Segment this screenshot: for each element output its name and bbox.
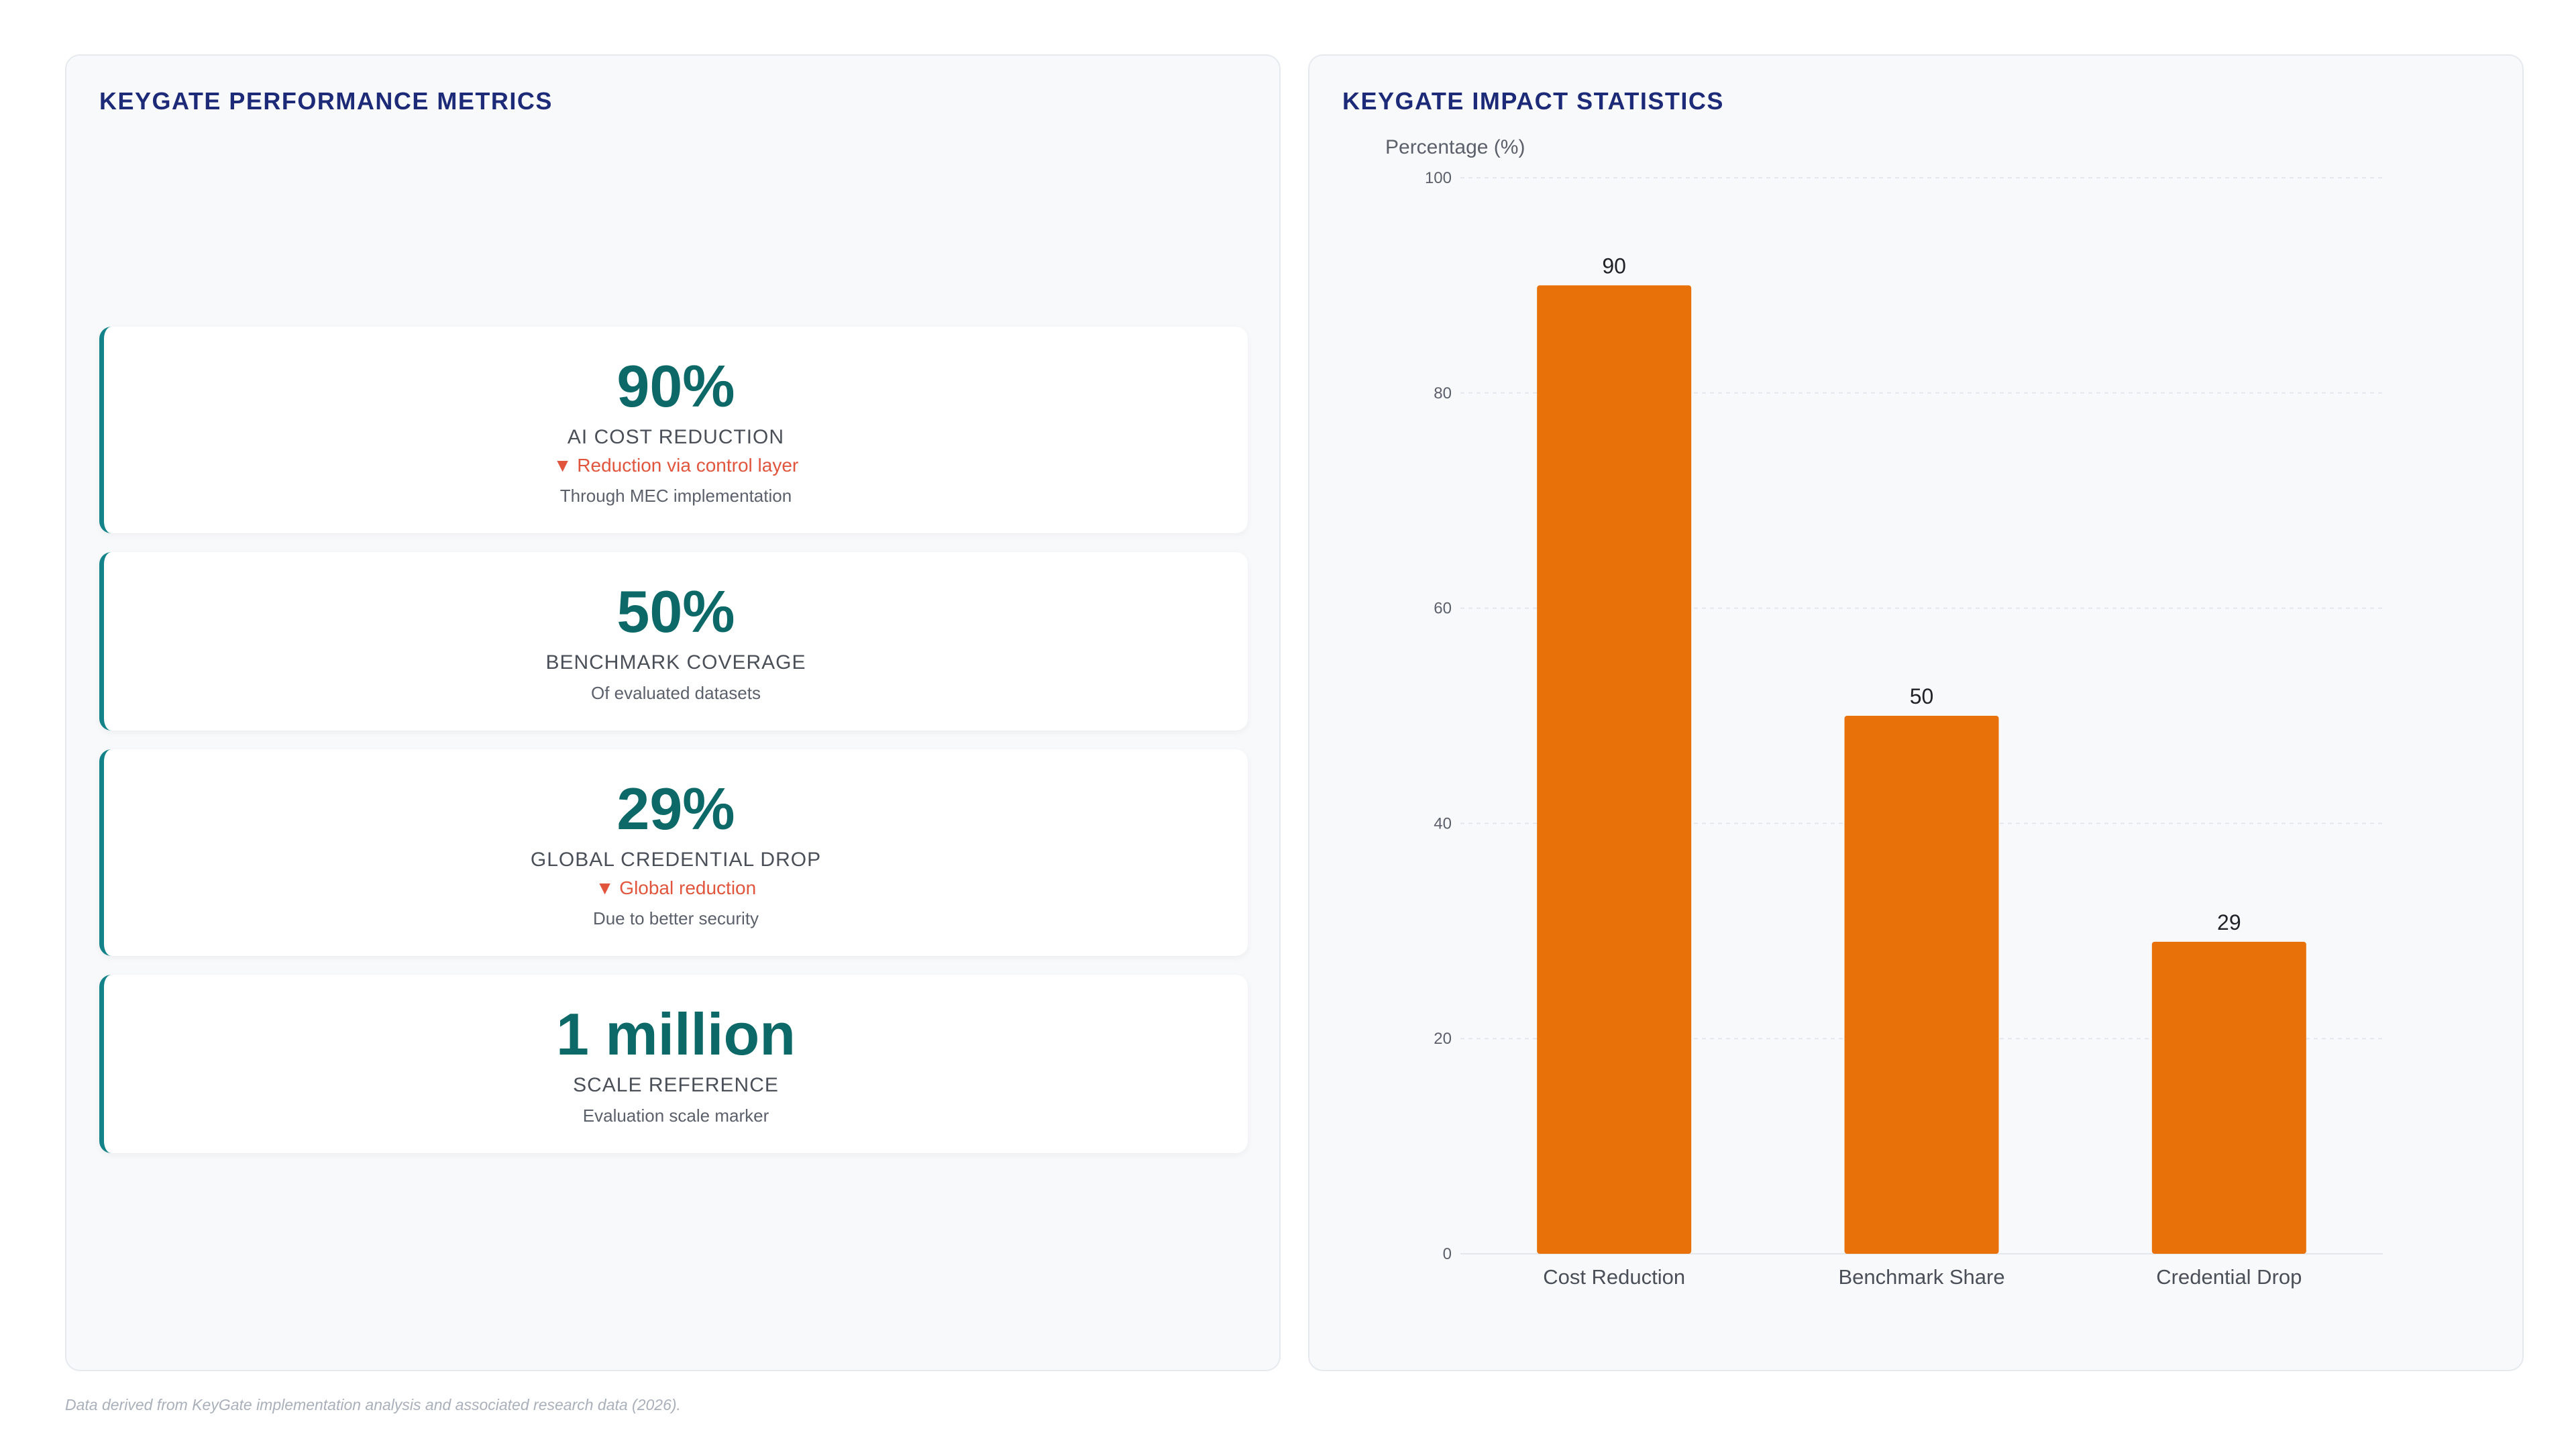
bar bbox=[1537, 285, 1692, 1254]
metrics-panel-title: KEYGATE PERFORMANCE METRICS bbox=[99, 87, 553, 115]
metric-card-cost-reduction: 90% AI COST REDUCTION ▼ Reduction via co… bbox=[99, 327, 1248, 533]
bar bbox=[2151, 941, 2306, 1254]
chart-panel: KEYGATE IMPACT STATISTICS Percentage (%)… bbox=[1308, 54, 2524, 1371]
metric-value: 1 million bbox=[556, 1001, 796, 1067]
metric-subtext: Of evaluated datasets bbox=[591, 683, 761, 703]
metric-card-benchmark-coverage: 50% BENCHMARK COVERAGE Of evaluated data… bbox=[99, 552, 1248, 731]
metric-card-credential-drop: 29% GLOBAL CREDENTIAL DROP ▼ Global redu… bbox=[99, 749, 1248, 956]
y-axis-title: Percentage (%) bbox=[1385, 136, 1525, 158]
metric-subtext: Through MEC implementation bbox=[559, 486, 792, 506]
y-tick-label: 20 bbox=[1434, 1030, 1452, 1048]
metric-value: 90% bbox=[616, 353, 735, 419]
metric-label: AI COST REDUCTION bbox=[567, 426, 785, 448]
y-tick-label: 60 bbox=[1434, 600, 1452, 618]
metric-subtext: Evaluation scale marker bbox=[582, 1106, 769, 1126]
y-tick-label: 0 bbox=[1443, 1245, 1452, 1263]
bar-value-label: 29 bbox=[2217, 910, 2241, 934]
metric-card-scale-reference: 1 million SCALE REFERENCE Evaluation sca… bbox=[99, 975, 1248, 1153]
metrics-panel: KEYGATE PERFORMANCE METRICS 90% AI COST … bbox=[65, 54, 1281, 1371]
metric-value: 29% bbox=[616, 775, 735, 842]
x-tick-label: Credential Drop bbox=[2156, 1265, 2302, 1289]
y-tick-label: 80 bbox=[1434, 384, 1452, 402]
bar-value-label: 90 bbox=[1602, 254, 1626, 278]
bar bbox=[1844, 716, 1999, 1254]
y-tick-label: 100 bbox=[1425, 169, 1452, 187]
footnote: Data derived from KeyGate implementation… bbox=[65, 1396, 681, 1413]
metric-label: BENCHMARK COVERAGE bbox=[545, 651, 806, 674]
bar-chart: Percentage (%) 0 20 40 60 80 100 90 Cost Reducti… bbox=[1385, 136, 2383, 1289]
metric-change: ▼ Global reduction bbox=[595, 877, 757, 898]
metric-label: SCALE REFERENCE bbox=[573, 1074, 779, 1096]
bar-value-label: 50 bbox=[1910, 684, 1934, 708]
chart-panel-title: KEYGATE IMPACT STATISTICS bbox=[1342, 87, 1724, 115]
x-tick-label: Cost Reduction bbox=[1543, 1265, 1685, 1289]
x-tick-label: Benchmark Share bbox=[1838, 1265, 2004, 1289]
metric-value: 50% bbox=[616, 578, 735, 645]
metric-subtext: Due to better security bbox=[592, 908, 759, 928]
y-tick-label: 40 bbox=[1434, 814, 1452, 833]
metric-change: ▼ Reduction via control layer bbox=[553, 455, 799, 476]
metric-label: GLOBAL CREDENTIAL DROP bbox=[530, 849, 822, 871]
